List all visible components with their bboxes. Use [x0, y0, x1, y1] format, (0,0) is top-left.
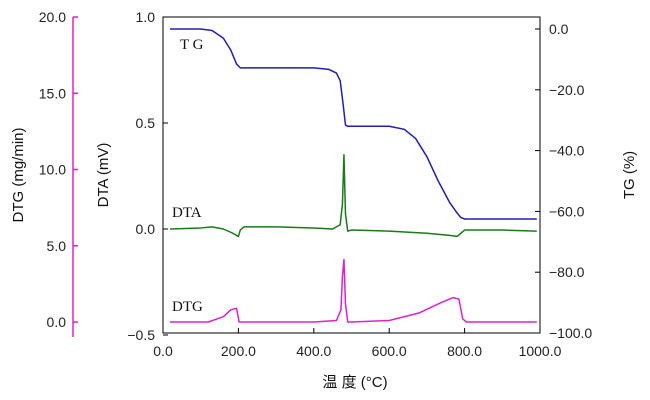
series-line-dtg [169, 258, 537, 323]
tg-series-label: T G [180, 37, 204, 53]
tg-tick-label: −40.0 [549, 143, 585, 159]
dtg-tick-label: 5.0 [47, 238, 67, 254]
tg-tick-label: −80.0 [549, 264, 585, 280]
plot-frame [162, 16, 541, 334]
dtg-tick-label: 15.0 [39, 85, 66, 101]
dta-series-label: DTA [172, 205, 202, 221]
x-tick-label: 800.0 [447, 343, 482, 359]
x-tick-label: 200.0 [221, 343, 256, 359]
dta-tick-label: 1.0 [136, 9, 156, 25]
dtg-tick-label: 0.0 [47, 314, 67, 330]
dta-tick-label: 0.5 [136, 115, 156, 131]
x-tick-label: 0.0 [153, 343, 173, 359]
dtg-axis: 0.0 5.0 10.0 15.0 20.0 [39, 9, 78, 337]
dtg-tick-label: 10.0 [39, 162, 66, 178]
dtg-series-label: DTG [172, 299, 203, 315]
dta-tick-label: −0.5 [127, 327, 155, 343]
tg-axis-title: TG (%) [621, 151, 638, 199]
tg-tick-label: −60.0 [549, 203, 585, 219]
x-tick-label: 1000.0 [519, 343, 562, 359]
x-tick-label: 600.0 [372, 343, 407, 359]
tg-tick-label: −20.0 [549, 82, 585, 98]
dtg-axis-title: DTG (mg/min) [10, 128, 27, 223]
x-tick-label: 400.0 [296, 343, 331, 359]
tg-tick-label: 0.0 [549, 21, 569, 37]
axis-ticks: 0.0 200.0 400.0 600.0 800.0 1000.0−0.50.00.51… [127, 9, 592, 359]
x-axis-title: 温 度 (°C) [322, 374, 387, 391]
series-lines [169, 28, 537, 323]
dta-axis-title: DTA (mV) [95, 143, 112, 208]
series-line-tg [169, 28, 537, 220]
dta-tick-label: 0.0 [136, 221, 156, 237]
tg-tick-label: −100.0 [549, 325, 592, 341]
dtg-tick-label: 20.0 [39, 9, 66, 25]
series-line-dta [169, 154, 537, 238]
